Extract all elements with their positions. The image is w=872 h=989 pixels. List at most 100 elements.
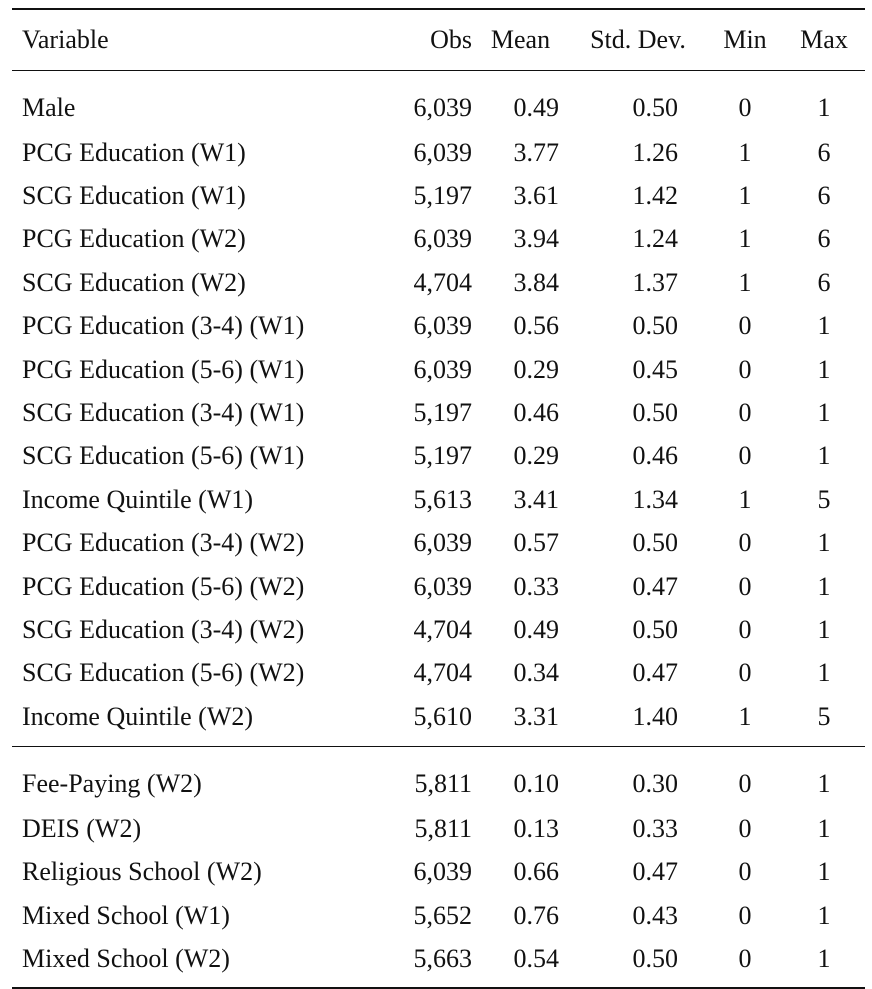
table-row: PCG Education (3-4) (W1) 6,039 0.56 0.50 0 1 [12, 305, 865, 348]
cell-std-dev: 0.43 [632, 900, 679, 930]
cell-mean: 0.34 [513, 658, 560, 688]
cell-obs: 6,039 [413, 311, 473, 341]
table-row: DEIS (W2) 5,811 0.13 0.33 0 1 [12, 807, 865, 850]
cell-std-dev: 0.50 [632, 398, 679, 428]
cell-max: 1 [817, 311, 831, 341]
header-min: Min [707, 8, 783, 71]
header-obs: Obs [372, 8, 472, 71]
cell-variable: PCG Education (3-4) (W2) [22, 528, 305, 558]
table-row: Male 6,039 0.49 0.50 0 1 [12, 71, 865, 132]
cell-mean: 0.49 [513, 614, 560, 644]
cell-max: 1 [817, 354, 831, 384]
table-row: SCG Education (3-4) (W1) 5,197 0.46 0.50 0 1 [12, 391, 865, 434]
cell-mean: 0.29 [513, 354, 560, 384]
cell-obs: 5,811 [414, 813, 472, 843]
cell-mean: 0.57 [513, 528, 560, 558]
cell-std-dev: 0.50 [632, 311, 679, 341]
cell-max: 1 [817, 93, 831, 122]
cell-max: 1 [817, 658, 831, 688]
cell-mean: 3.94 [513, 224, 560, 254]
summary-statistics-table-container: Variable Obs Mean Std. Dev. Min Max Male… [12, 8, 865, 989]
table-row: Fee-Paying (W2) 5,811 0.10 0.30 0 1 [12, 746, 865, 808]
table-row: SCG Education (5-6) (W2) 4,704 0.34 0.47 0 1 [12, 652, 865, 695]
header-std-dev: Std. Dev. [569, 8, 707, 71]
table-row: PCG Education (W2) 6,039 3.94 1.24 1 6 [12, 218, 865, 261]
cell-obs: 5,663 [372, 937, 472, 989]
cell-min: 0 [738, 658, 752, 688]
cell-mean: 0.10 [472, 746, 569, 808]
cell-obs: 6,039 [413, 354, 473, 384]
cell-variable: SCG Education (W1) [22, 181, 246, 211]
table-row: SCG Education (W1) 5,197 3.61 1.42 1 6 [12, 174, 865, 217]
cell-min: 1 [738, 181, 752, 211]
cell-min: 0 [707, 937, 783, 989]
cell-variable: PCG Education (W2) [22, 224, 246, 254]
cell-min: 0 [738, 571, 752, 601]
table-row: PCG Education (3-4) (W2) 6,039 0.57 0.50 0 1 [12, 522, 865, 565]
cell-std-dev: 0.47 [632, 857, 679, 887]
cell-min: 0 [738, 441, 752, 471]
cell-std-dev: 1.37 [632, 267, 679, 297]
cell-min: 0 [738, 813, 752, 843]
table-row: Income Quintile (W2) 5,610 3.31 1.40 1 5 [12, 695, 865, 747]
cell-std-dev: 0.50 [569, 937, 707, 989]
cell-obs: 6,039 [413, 224, 473, 254]
cell-std-dev: 0.47 [632, 658, 679, 688]
cell-min: 1 [738, 224, 752, 254]
cell-mean: 3.61 [513, 181, 560, 211]
cell-max: 6 [817, 224, 831, 254]
table-body-background-variables: Male 6,039 0.49 0.50 0 1 PCG Education (W1) 6,0… [12, 71, 865, 747]
cell-std-dev: 0.50 [632, 614, 679, 644]
cell-max: 1 [817, 900, 831, 930]
cell-variable: PCG Education (3-4) (W1) [22, 311, 305, 341]
cell-variable: Income Quintile (W2) [22, 702, 254, 732]
cell-std-dev: 0.47 [632, 571, 679, 601]
cell-obs: 5,811 [372, 746, 472, 808]
cell-std-dev: 1.24 [632, 224, 679, 254]
cell-obs: 5,197 [413, 181, 473, 211]
cell-mean: 0.13 [513, 813, 560, 843]
table-row: SCG Education (W2) 4,704 3.84 1.37 1 6 [12, 261, 865, 304]
cell-max: 6 [817, 137, 831, 167]
cell-min: 1 [738, 137, 752, 167]
cell-obs: 5,610 [413, 702, 473, 732]
cell-std-dev: 1.26 [632, 137, 679, 167]
cell-std-dev: 0.50 [632, 93, 679, 122]
cell-obs: 6,039 [413, 857, 473, 887]
cell-min: 0 [738, 398, 752, 428]
cell-min: 0 [738, 528, 752, 558]
cell-variable: SCG Education (3-4) (W2) [22, 614, 305, 644]
cell-mean: 3.31 [513, 702, 560, 732]
cell-obs: 5,197 [413, 441, 473, 471]
cell-mean: 3.84 [513, 267, 560, 297]
cell-std-dev: 1.40 [632, 702, 679, 732]
header-row: Variable Obs Mean Std. Dev. Min Max [12, 8, 865, 71]
table-row: PCG Education (W1) 6,039 3.77 1.26 1 6 [12, 131, 865, 174]
cell-max: 6 [817, 181, 831, 211]
table-row: Income Quintile (W1) 5,613 3.41 1.34 1 5 [12, 478, 865, 521]
cell-min: 1 [738, 267, 752, 297]
cell-variable: Male [22, 93, 76, 122]
cell-mean: 0.66 [513, 857, 560, 887]
cell-std-dev: 0.33 [632, 813, 679, 843]
header-max: Max [783, 8, 865, 71]
cell-max: 1 [817, 528, 831, 558]
cell-obs: 6,039 [413, 93, 473, 122]
cell-std-dev: 0.30 [569, 746, 707, 808]
cell-max: 1 [817, 441, 831, 471]
table-row: Religious School (W2) 6,039 0.66 0.47 0 1 [12, 850, 865, 893]
cell-mean: 0.76 [513, 900, 560, 930]
cell-obs: 4,704 [413, 658, 473, 688]
cell-mean: 0.33 [513, 571, 560, 601]
cell-variable: Religious School (W2) [22, 857, 262, 887]
header-mean: Mean [472, 8, 569, 71]
cell-obs: 6,039 [413, 528, 473, 558]
cell-max: 5 [817, 702, 831, 732]
cell-variable: Mixed School (W2) [12, 937, 372, 989]
cell-mean: 0.56 [513, 311, 560, 341]
cell-variable: PCG Education (5-6) (W2) [22, 571, 305, 601]
cell-min: 0 [738, 311, 752, 341]
cell-min: 0 [738, 900, 752, 930]
cell-mean: 3.77 [513, 137, 560, 167]
table-row: PCG Education (5-6) (W2) 6,039 0.33 0.47 0 1 [12, 565, 865, 608]
